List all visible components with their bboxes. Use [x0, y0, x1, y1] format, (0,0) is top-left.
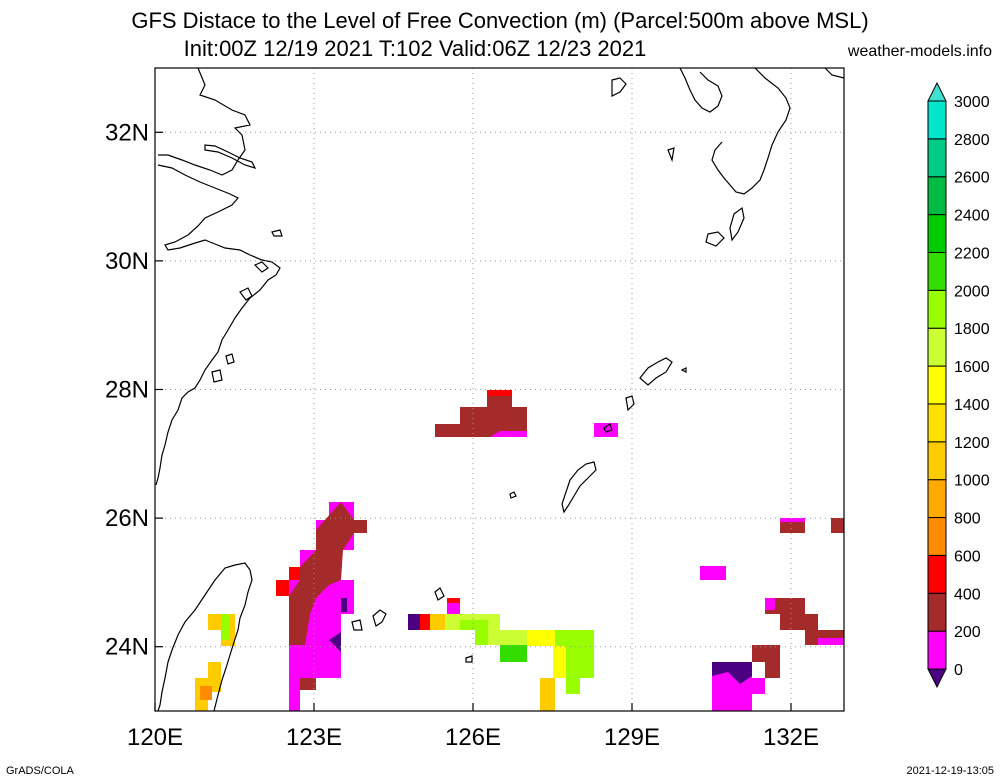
lat-tick-label: 28N	[105, 377, 149, 404]
field-patch	[200, 686, 212, 700]
colorbar-min-arrow	[927, 668, 947, 689]
coastlines	[155, 68, 844, 711]
field-patch	[276, 502, 367, 711]
colorbar-bin	[927, 479, 947, 519]
colorbar-label: 1600	[954, 359, 990, 376]
colorbar: 0 200 400 600 800 1000 1200 1400 1600 1800 2000 220…	[927, 81, 990, 689]
field-patch	[408, 614, 420, 630]
field-patch	[490, 431, 527, 437]
field-patch	[540, 678, 555, 711]
lat-tick-label: 24N	[105, 634, 149, 661]
colorbar-bin	[927, 592, 947, 632]
colorbar-label: 3000	[954, 94, 990, 111]
field-patch	[276, 580, 289, 596]
coast-taiwan	[157, 562, 253, 711]
software-credit: GrADS/COLA	[6, 765, 74, 777]
colorbar-bin	[927, 327, 947, 367]
colorbar-label: 2200	[954, 245, 990, 262]
field-patch	[765, 598, 775, 610]
colorbar-label: 2000	[954, 283, 990, 300]
colorbar-label: 2600	[954, 170, 990, 187]
map-background	[155, 68, 844, 711]
colorbar-label: 600	[954, 548, 981, 565]
colorbar-label: 1400	[954, 397, 990, 414]
lon-tick-label: 123E	[286, 724, 342, 751]
colorbar-label: 1000	[954, 473, 990, 490]
site-credit: weather-models.info	[847, 43, 992, 60]
field-patch	[435, 390, 527, 437]
lat-tick-label: 30N	[105, 248, 149, 275]
field-patch	[765, 598, 844, 645]
coast-islands-north	[611, 77, 745, 247]
field-patch	[300, 678, 316, 690]
lat-tick-label: 26N	[105, 505, 149, 532]
colorbar-label: 800	[954, 511, 981, 528]
field-patch	[447, 598, 460, 603]
colorbar-label: 200	[954, 624, 981, 641]
field-patch	[527, 630, 555, 646]
coast-yangtze	[204, 144, 257, 169]
coast-kyushu	[679, 68, 844, 195]
render-timestamp: 2021-12-19-13:05	[906, 765, 994, 777]
field-patch	[700, 566, 726, 580]
colorbar-bin	[927, 251, 947, 291]
field-patch	[500, 645, 527, 662]
lon-tick-label: 132E	[763, 724, 819, 751]
field-patch	[818, 638, 844, 645]
lon-tick-label: 120E	[127, 724, 183, 751]
colorbar-bin	[927, 100, 947, 140]
chart-subtitle: Init:00Z 12/19 2021 T:102 Valid:06Z 12/2…	[183, 36, 647, 61]
colorbar-bin	[927, 630, 947, 670]
field-patch	[553, 646, 566, 678]
colorbar-bin	[927, 138, 947, 178]
field-patch	[430, 614, 445, 630]
coast-okinawa	[509, 423, 613, 514]
colorbar-label: 1200	[954, 435, 990, 452]
lon-tick-label: 126E	[445, 724, 501, 751]
colorbar-label: 1800	[954, 321, 990, 338]
colorbar-label: 400	[954, 586, 981, 603]
field-patch	[354, 520, 367, 533]
colorbar-label: 2800	[954, 132, 990, 149]
field-patch	[221, 614, 230, 640]
colorbar-bin	[927, 517, 947, 556]
chart-title: GFS Distace to the Level of Free Convect…	[131, 8, 869, 33]
field-patch	[289, 502, 354, 645]
colorbar-bin	[927, 554, 947, 594]
lfc-field	[195, 390, 844, 711]
field-patch	[594, 423, 618, 437]
colorbar-bin	[927, 403, 947, 443]
gridlines	[155, 68, 844, 711]
colorbar-bin	[927, 176, 947, 216]
field-patch	[460, 620, 488, 645]
field-patch	[341, 598, 347, 612]
lon-tick-label: 129E	[604, 724, 660, 751]
field-patch	[329, 632, 341, 652]
coast-amami	[625, 357, 687, 412]
colorbar-label: 0	[954, 662, 963, 679]
field-patch	[487, 390, 512, 396]
colorbar-bin	[927, 441, 947, 481]
map-plot-area	[154, 67, 845, 712]
coast-sakishima	[351, 587, 473, 663]
colorbar-bin	[927, 214, 947, 253]
field-patch	[780, 522, 805, 533]
colorbar-bin	[927, 289, 947, 329]
colorbar-label: 2400	[954, 208, 990, 225]
colorbar-bin	[927, 365, 947, 405]
lat-tick-label: 32N	[105, 119, 149, 146]
coast-zhoushan	[211, 229, 283, 383]
field-patch	[831, 518, 844, 533]
field-patch	[712, 662, 752, 684]
field-patch	[752, 645, 780, 678]
colorbar-max-arrow	[927, 81, 947, 102]
axis-labels: 120E 123E 126E 129E 132E 24N 26N 28N 30N 32N	[105, 119, 819, 751]
coast-china	[155, 68, 281, 486]
field-patch	[289, 567, 300, 580]
field-patch	[420, 614, 430, 630]
